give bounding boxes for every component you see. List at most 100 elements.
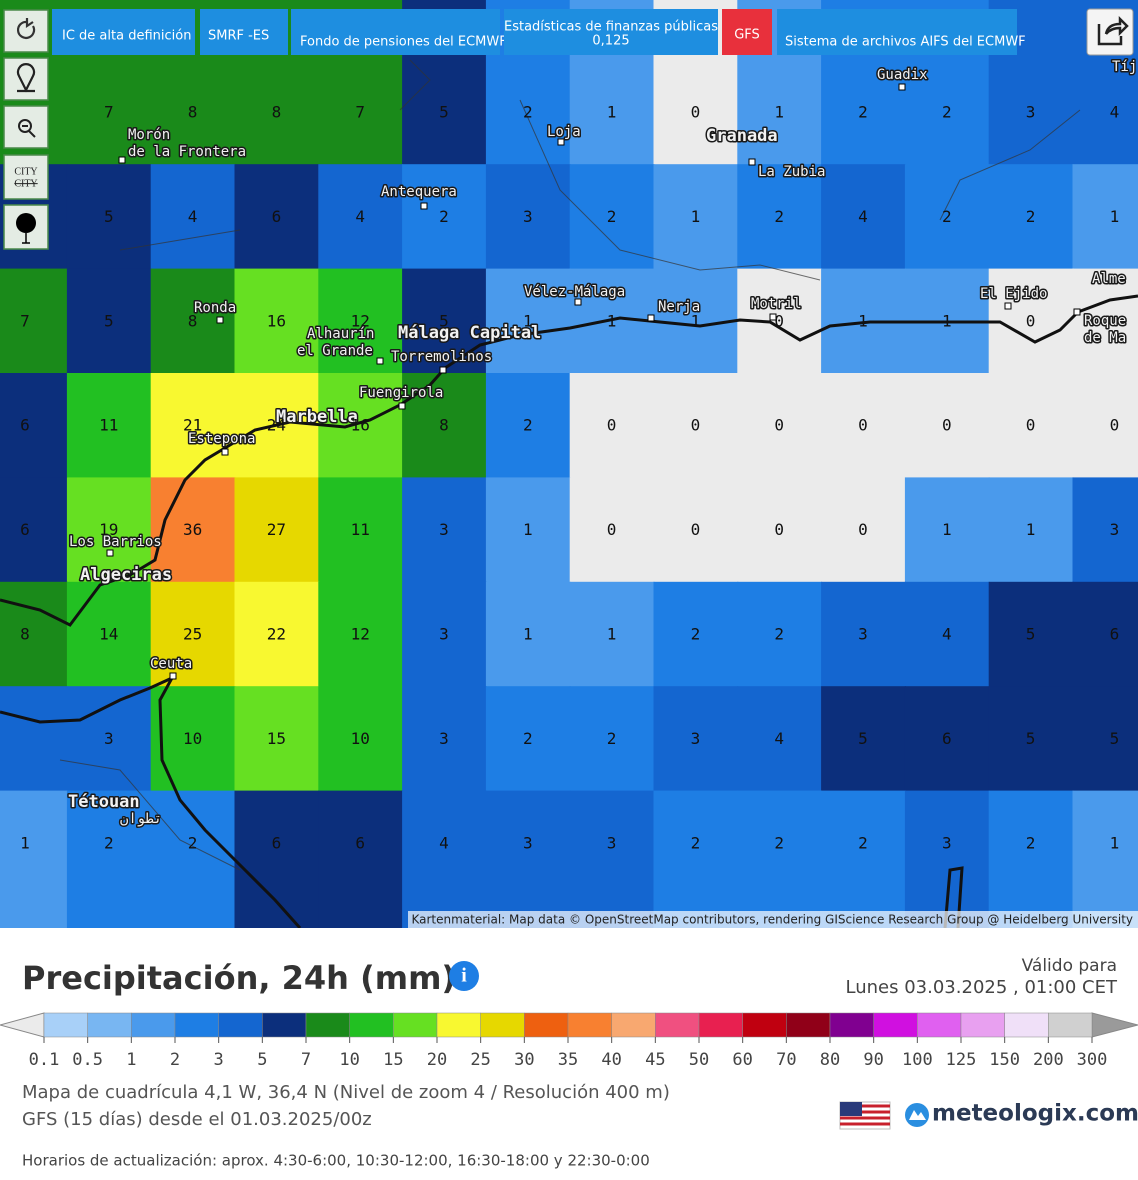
grid-cell xyxy=(66,268,152,374)
grid-cell xyxy=(0,268,68,374)
grid-cell xyxy=(988,164,1074,270)
scale-label: 5 xyxy=(257,1050,267,1070)
grid-value: 4 xyxy=(355,207,365,226)
grid-value: 3 xyxy=(523,833,533,852)
grid-values: 7 8 8 7 5 2 1 0 1 2 2 3 45 4 6 4 2 3 2 1 2 4 2 2 17 5 8 16 12 5 1 1 1 0 1 1… xyxy=(20,103,1119,853)
grid-value: 6 xyxy=(272,833,282,852)
place-label: تطوان xyxy=(120,811,162,827)
scale-label: 20 xyxy=(427,1050,447,1070)
place-label: Torremolinos xyxy=(391,349,492,365)
scale-label: 45 xyxy=(645,1050,665,1070)
grid-cell xyxy=(485,790,571,929)
grid-value: 6 xyxy=(272,207,282,226)
footer-bg xyxy=(0,928,1138,1180)
info-button[interactable] xyxy=(449,961,479,991)
place-marker xyxy=(221,448,229,456)
place-marker xyxy=(216,316,224,324)
grid-value: 0 xyxy=(691,103,701,122)
model-button[interactable] xyxy=(504,9,718,55)
place-label: Tíj xyxy=(1112,59,1137,75)
place-label: El Ejido xyxy=(980,286,1047,302)
city-button[interactable] xyxy=(3,154,49,200)
grid-cell xyxy=(66,790,152,929)
grid-cell xyxy=(150,686,236,792)
city-label: CITY xyxy=(14,178,37,189)
grid-cell xyxy=(150,581,236,688)
grid-value: 8 xyxy=(20,625,30,644)
valid-label: Válido para xyxy=(1022,956,1117,976)
grid-value: 2 xyxy=(104,833,114,852)
refresh-button[interactable] xyxy=(3,9,49,53)
grid-cell xyxy=(821,686,906,792)
grid-cell xyxy=(904,686,990,792)
scale-box xyxy=(524,1012,569,1038)
scale-label: 300 xyxy=(1077,1050,1108,1070)
place-marker xyxy=(376,357,384,365)
scale-label: 90 xyxy=(863,1050,883,1070)
model-button-label: IC de alta definición xyxy=(62,29,191,44)
grid-cell xyxy=(1072,790,1138,929)
grid-cell xyxy=(737,373,823,479)
flag-canton xyxy=(840,1102,862,1116)
grid-value: 8 xyxy=(188,103,198,122)
grid-value: 0 xyxy=(774,520,784,539)
grid-cell xyxy=(485,581,571,688)
grid-value: 0 xyxy=(942,416,952,435)
place-marker xyxy=(169,672,177,680)
grid-value: 2 xyxy=(691,625,701,644)
grid-cell xyxy=(1072,477,1138,583)
model-button-label: SMRF -ES xyxy=(208,29,269,44)
model-info: GFS (15 días) desde el 01.03.2025/00z xyxy=(22,1109,372,1130)
refresh-icon xyxy=(16,18,36,39)
scale-label: 10 xyxy=(339,1050,359,1070)
grid-cell xyxy=(318,477,404,583)
grid-value: 2 xyxy=(523,103,533,122)
scale-box xyxy=(655,1012,700,1038)
model-button[interactable] xyxy=(777,9,1017,55)
scale-box xyxy=(436,1012,481,1038)
scale-label: 60 xyxy=(732,1050,752,1070)
grid-cell xyxy=(234,164,320,270)
grid-value: 0 xyxy=(858,416,868,435)
us-flag[interactable] xyxy=(839,1101,891,1130)
attribution-bg xyxy=(408,911,1138,928)
grid-value: 2 xyxy=(858,103,868,122)
grid-cell xyxy=(1072,268,1138,374)
place-label: Nerja xyxy=(658,299,700,315)
grid-value: 1 xyxy=(20,833,30,852)
grid-cell xyxy=(402,373,487,479)
scale-box xyxy=(262,1012,307,1038)
scale-label: 3 xyxy=(214,1050,224,1070)
scale-label: 7 xyxy=(301,1050,311,1070)
model-button[interactable] xyxy=(291,9,500,55)
scale-box xyxy=(917,1012,962,1038)
scale-label: 80 xyxy=(820,1050,840,1070)
grid-value: 25 xyxy=(183,625,202,644)
grid-value: 5 xyxy=(858,729,868,748)
grid-cell xyxy=(402,581,487,688)
grid-value: 12 xyxy=(351,311,370,330)
brand[interactable]: meteologix.com xyxy=(932,1101,1138,1127)
model-button[interactable] xyxy=(722,9,772,55)
scale-box xyxy=(873,1012,918,1038)
model-button[interactable] xyxy=(200,9,288,55)
scale-box xyxy=(349,1012,394,1038)
grid-cell xyxy=(904,477,990,583)
grid-cell xyxy=(485,477,571,583)
model-button[interactable] xyxy=(52,9,195,55)
grid-cell xyxy=(234,790,320,929)
grid-value: 3 xyxy=(439,729,449,748)
grid-value: 6 xyxy=(355,833,365,852)
grid-value: 6 xyxy=(1110,625,1120,644)
grid-cell xyxy=(821,164,906,270)
grid-cell xyxy=(318,581,404,688)
grid-value: 2 xyxy=(774,625,784,644)
grid-cell xyxy=(904,164,990,270)
location-button[interactable] xyxy=(3,57,49,101)
grid-value: 10 xyxy=(351,729,370,748)
grid-value: 1 xyxy=(691,311,701,330)
scale-label: 0.5 xyxy=(72,1050,103,1070)
grid-cell xyxy=(0,686,68,792)
grid-cell xyxy=(904,373,990,479)
